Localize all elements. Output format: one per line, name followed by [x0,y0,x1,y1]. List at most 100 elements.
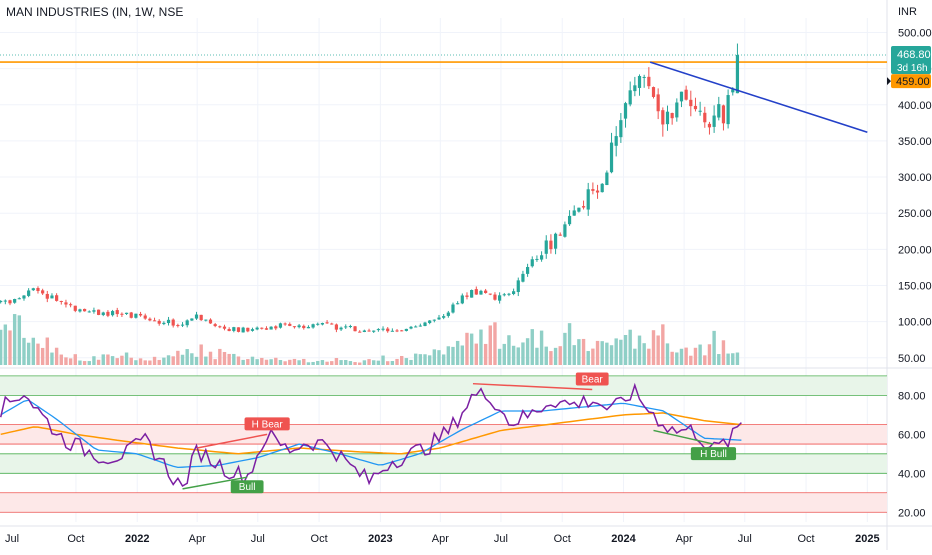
volume-bar [469,333,474,365]
candle-body [358,331,362,333]
candle-body [241,327,245,333]
volume-bar [544,346,548,365]
volume-bar [92,356,96,365]
volume-bar [292,358,297,365]
volume-bar [460,345,465,365]
time-tick-label: Jul [251,533,265,545]
candle-body [143,315,147,319]
candle-body [507,293,511,295]
candle-body [470,289,474,298]
volume-bar [591,348,595,365]
candle-body [549,240,553,250]
volume-bar [661,324,665,365]
price-tick-label: 350.00 [898,136,932,148]
candle-body [647,76,651,87]
candle-body [138,313,143,316]
volume-bar [395,358,399,365]
divergence-markers: H Bear Bull Bear H Bull [182,372,737,494]
volume-bar [483,343,488,365]
candle-body [614,136,618,146]
volume-bar [628,329,632,365]
candle-body [31,288,35,291]
volume-bar [474,343,479,365]
volume-bar [222,351,227,365]
volume-bar [390,361,395,365]
candle-body [176,325,180,327]
volume-bar [507,335,511,365]
volume-bar [553,347,558,365]
rsi-tick-label: 40.00 [898,468,926,480]
volume-bar [665,343,670,365]
candle-body [693,105,698,110]
candle-body [22,295,26,299]
candle-body [721,105,726,124]
volume-bar [316,360,320,365]
trendline [649,61,868,133]
candle-body [544,240,548,254]
candle-body [414,326,418,328]
volume-bar [124,352,129,365]
volume-bar [143,360,147,365]
candle-body [661,110,665,125]
volume-bar [40,347,45,365]
candle-body [628,90,632,105]
candle-body [460,295,464,304]
time-tick-label: Jul [738,533,752,545]
volume-bar [278,360,283,365]
candle-body [535,258,539,260]
candle-body [199,314,203,321]
volume-bar [502,343,506,365]
candle-body [409,326,413,329]
candle-body [274,326,278,329]
time-tick-label: 2023 [368,533,392,545]
volume-bar [264,359,269,365]
candle-body [637,75,642,88]
volume-bar [110,356,115,365]
divergence-badge [575,372,609,386]
price-tick-label: 500.00 [898,27,932,39]
candle-body [703,112,707,123]
volume-bar [236,356,241,365]
candle-body [190,318,194,321]
candle-body [376,329,380,331]
candle-body [87,311,91,313]
price-tick-label: 150.00 [898,280,932,292]
currency-button[interactable]: INR [898,6,917,18]
candle-body [465,295,469,297]
candle-body [236,327,241,332]
volume-bar [656,335,660,365]
candle-body [684,89,688,100]
resistance-line [0,54,887,63]
volume-bar [441,354,446,365]
divergence-line [653,429,714,445]
volume-bar [260,357,264,365]
candle-body [288,323,292,326]
volume-bar [208,351,213,365]
candle-body [194,314,199,319]
volume-bar [549,351,553,365]
volume-bar [339,360,343,365]
candle-body [129,312,133,318]
volume-bar [735,352,740,365]
volume-bar [703,355,707,365]
volume-bar [427,355,432,365]
volume-bar [516,347,520,365]
volume-bar [101,354,105,365]
candle-body [55,295,59,301]
divergence-badge [230,480,264,494]
candle-body [367,330,371,332]
rsi-series-rsi_ma_long [0,412,742,455]
candle-body [665,111,670,125]
candle-body [735,55,740,94]
volume-bar [367,359,371,365]
candle-body [92,310,96,312]
volume-bar [404,358,409,365]
volume-bar [320,360,325,365]
candle-body [218,326,222,328]
volume-bar [521,342,525,365]
price-tick-label: 200.00 [898,244,932,256]
volume-bar [157,359,161,365]
candle-body [502,294,506,296]
candle-body [372,330,376,332]
